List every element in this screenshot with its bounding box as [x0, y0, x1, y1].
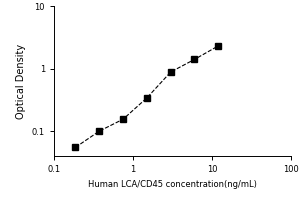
X-axis label: Human LCA/CD45 concentration(ng/mL): Human LCA/CD45 concentration(ng/mL) [88, 180, 257, 189]
Y-axis label: Optical Density: Optical Density [16, 43, 26, 119]
